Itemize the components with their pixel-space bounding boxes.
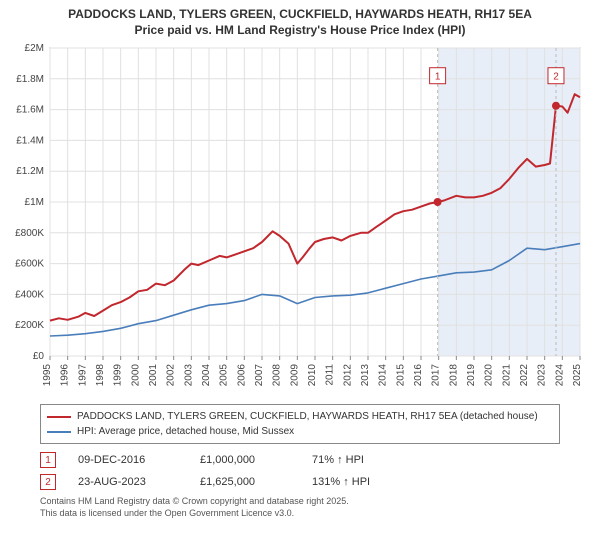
svg-text:2021: 2021: [501, 364, 512, 387]
footer-line2: This data is licensed under the Open Gov…: [40, 508, 560, 520]
legend: PADDOCKS LAND, TYLERS GREEN, CUCKFIELD, …: [40, 404, 560, 444]
svg-text:2001: 2001: [148, 364, 159, 387]
svg-text:£1.6M: £1.6M: [16, 105, 44, 116]
title-line1: PADDOCKS LAND, TYLERS GREEN, CUCKFIELD, …: [0, 6, 600, 22]
title-line2: Price paid vs. HM Land Registry's House …: [0, 22, 600, 38]
svg-text:2020: 2020: [484, 364, 495, 387]
svg-text:2022: 2022: [519, 364, 530, 387]
svg-text:2006: 2006: [236, 364, 247, 387]
marker-id-box: 2: [40, 474, 56, 490]
svg-text:2002: 2002: [166, 364, 177, 387]
svg-text:£1.2M: £1.2M: [16, 167, 44, 178]
svg-text:£200K: £200K: [15, 321, 44, 332]
svg-text:2003: 2003: [183, 364, 194, 387]
legend-row: HPI: Average price, detached house, Mid …: [47, 424, 553, 439]
marker-table-row: 2 23-AUG-2023 £1,625,000 131% ↑ HPI: [40, 474, 560, 490]
svg-text:1998: 1998: [95, 364, 106, 387]
svg-text:2019: 2019: [466, 364, 477, 387]
svg-text:1: 1: [435, 72, 441, 83]
svg-text:2011: 2011: [325, 364, 336, 386]
svg-text:2010: 2010: [307, 364, 318, 387]
legend-label: HPI: Average price, detached house, Mid …: [77, 424, 294, 439]
svg-text:£1.4M: £1.4M: [16, 136, 44, 147]
marker-pct: 71% ↑ HPI: [312, 454, 402, 466]
footer-line1: Contains HM Land Registry data © Crown c…: [40, 496, 560, 508]
legend-label: PADDOCKS LAND, TYLERS GREEN, CUCKFIELD, …: [77, 409, 538, 424]
svg-text:1995: 1995: [42, 364, 53, 387]
chart-title: PADDOCKS LAND, TYLERS GREEN, CUCKFIELD, …: [0, 0, 600, 38]
marker-price: £1,625,000: [200, 476, 290, 488]
marker-id-box: 1: [40, 452, 56, 468]
marker-table: 1 09-DEC-2016 £1,000,000 71% ↑ HPI 2 23-AUG-2…: [40, 452, 560, 490]
footer: Contains HM Land Registry data © Crown c…: [40, 496, 560, 519]
svg-text:2016: 2016: [413, 364, 424, 387]
svg-text:2013: 2013: [360, 364, 371, 387]
marker-pct: 131% ↑ HPI: [312, 476, 402, 488]
svg-text:2015: 2015: [395, 364, 406, 387]
svg-text:2017: 2017: [431, 364, 442, 387]
svg-text:£400K: £400K: [15, 290, 44, 301]
svg-text:2007: 2007: [254, 364, 265, 387]
chart-area: £0 £200K £400K £600K £800K £1M £1.2M £1.4M £1.6M…: [0, 38, 600, 398]
svg-text:£800K: £800K: [15, 228, 44, 239]
marker-price: £1,000,000: [200, 454, 290, 466]
marker-date: 09-DEC-2016: [78, 454, 178, 466]
marker-date: 23-AUG-2023: [78, 476, 178, 488]
svg-text:2018: 2018: [448, 364, 459, 387]
svg-text:2008: 2008: [272, 364, 283, 387]
svg-text:1999: 1999: [113, 364, 124, 387]
svg-text:2009: 2009: [289, 364, 300, 387]
svg-text:£1M: £1M: [25, 197, 44, 208]
legend-swatch: [47, 431, 71, 433]
svg-text:2025: 2025: [572, 364, 583, 387]
svg-text:2023: 2023: [537, 364, 548, 387]
chart-svg: £0 £200K £400K £600K £800K £1M £1.2M £1.4M £1.6M…: [0, 38, 600, 398]
svg-text:1997: 1997: [77, 364, 88, 387]
svg-text:2024: 2024: [554, 364, 565, 387]
svg-text:2014: 2014: [378, 364, 389, 387]
svg-text:1996: 1996: [60, 364, 71, 387]
marker-table-row: 1 09-DEC-2016 £1,000,000 71% ↑ HPI: [40, 452, 560, 468]
svg-text:£1.8M: £1.8M: [16, 74, 44, 85]
svg-text:2000: 2000: [130, 364, 141, 387]
svg-text:2005: 2005: [219, 364, 230, 387]
svg-text:£600K: £600K: [15, 259, 44, 270]
svg-text:2012: 2012: [342, 364, 353, 387]
svg-text:£2M: £2M: [25, 43, 44, 54]
svg-text:£0: £0: [33, 351, 45, 362]
svg-text:2004: 2004: [201, 364, 212, 387]
svg-text:2: 2: [553, 72, 559, 83]
legend-swatch: [47, 416, 71, 418]
legend-row: PADDOCKS LAND, TYLERS GREEN, CUCKFIELD, …: [47, 409, 553, 424]
